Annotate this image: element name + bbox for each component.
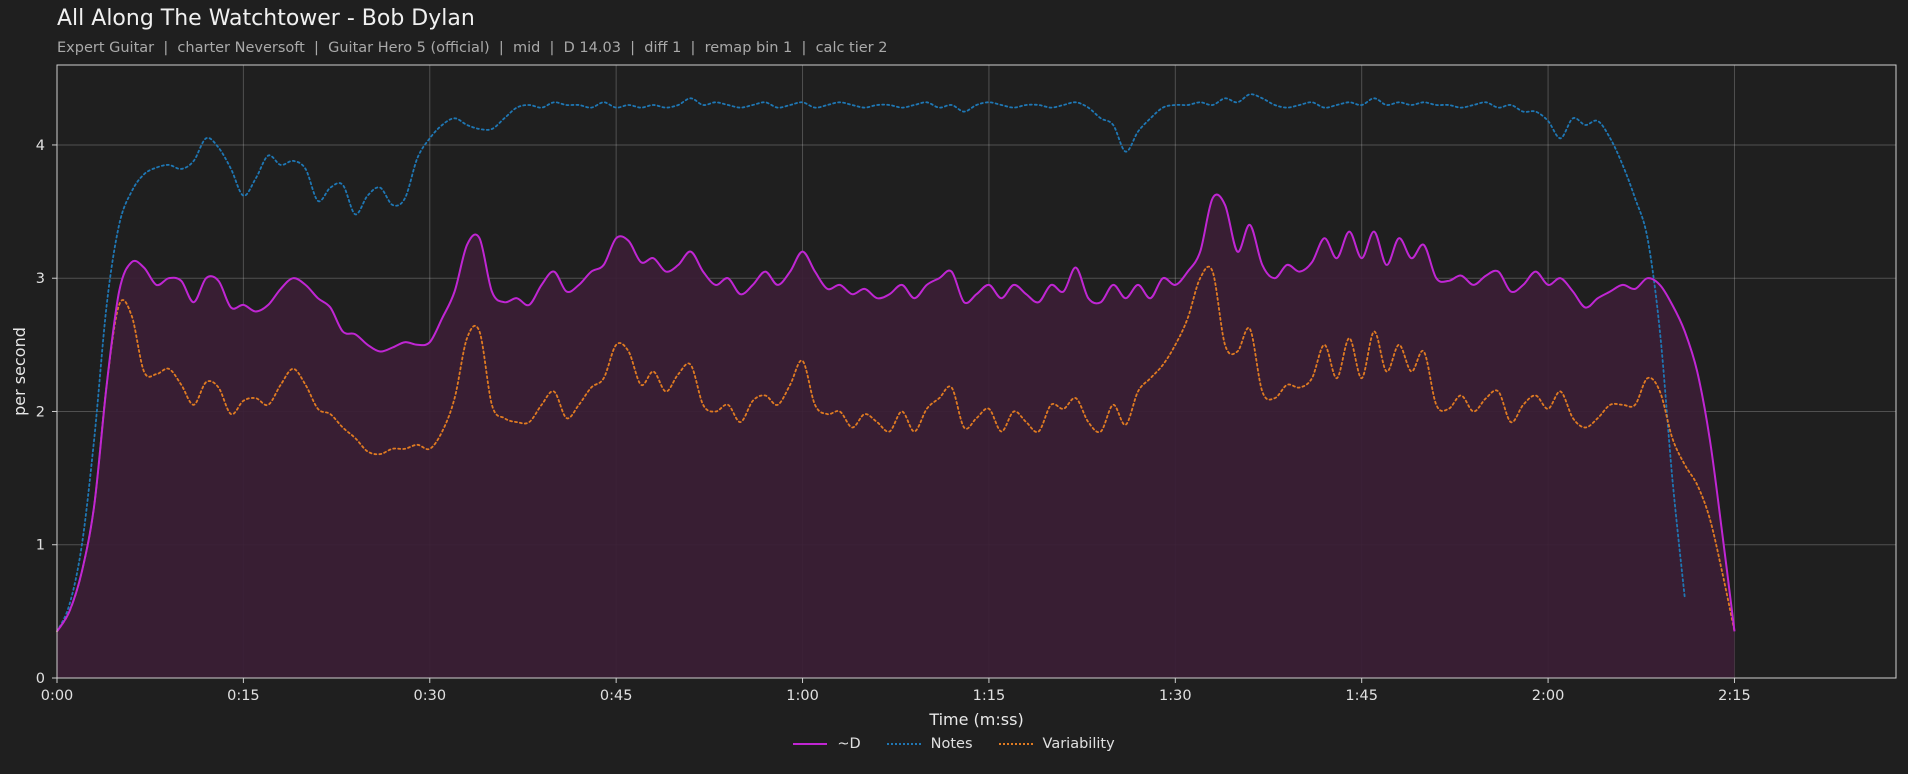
- series-line-notes: [56, 93, 1686, 633]
- y-tick-label: 1: [36, 538, 45, 554]
- legend-swatch-d: [793, 743, 828, 745]
- y-tick-label: 0: [36, 671, 45, 687]
- x-axis-label: Time (m:ss): [928, 710, 1023, 729]
- plot-frame: [56, 64, 1897, 679]
- legend-label-variability: Variability: [1042, 736, 1115, 752]
- x-tick-label: 1:45: [1345, 688, 1378, 704]
- x-tick-label: 0:00: [41, 688, 74, 704]
- legend-item-variability[interactable]: Variability: [998, 736, 1115, 752]
- series-line-variability: [56, 265, 1736, 633]
- y-tick-label: 3: [36, 271, 45, 287]
- legend-item-notes[interactable]: Notes: [886, 736, 973, 752]
- legend-swatch-variability: [998, 743, 1033, 745]
- x-tick-label: 1:00: [786, 688, 819, 704]
- series-line-d: [56, 193, 1736, 632]
- x-tick-label: 1:15: [973, 688, 1006, 704]
- legend-label-d: ~D: [837, 736, 861, 752]
- legend-swatch-notes: [886, 743, 921, 745]
- legend-item-d[interactable]: ~D: [793, 736, 861, 752]
- x-tick-label: 0:45: [600, 688, 633, 704]
- x-tick-label: 2:15: [1718, 688, 1751, 704]
- y-tick-label: 2: [36, 404, 45, 420]
- x-tick-label: 1:30: [1159, 688, 1192, 704]
- series-fill-d: [57, 194, 1735, 678]
- x-tick-label: 0:30: [413, 688, 446, 704]
- y-tick-label: 4: [36, 138, 45, 154]
- chart-title: All Along The Watchtower - Bob Dylan: [57, 6, 475, 31]
- chart-legend: ~D Notes Variability: [0, 736, 1908, 752]
- x-tick-label: 0:15: [227, 688, 260, 704]
- legend-label-notes: Notes: [930, 736, 973, 752]
- x-tick-label: 2:00: [1532, 688, 1565, 704]
- chart-subtitle: Expert Guitar | charter Neversoft | Guit…: [57, 40, 888, 56]
- y-axis-label: per second: [10, 327, 29, 416]
